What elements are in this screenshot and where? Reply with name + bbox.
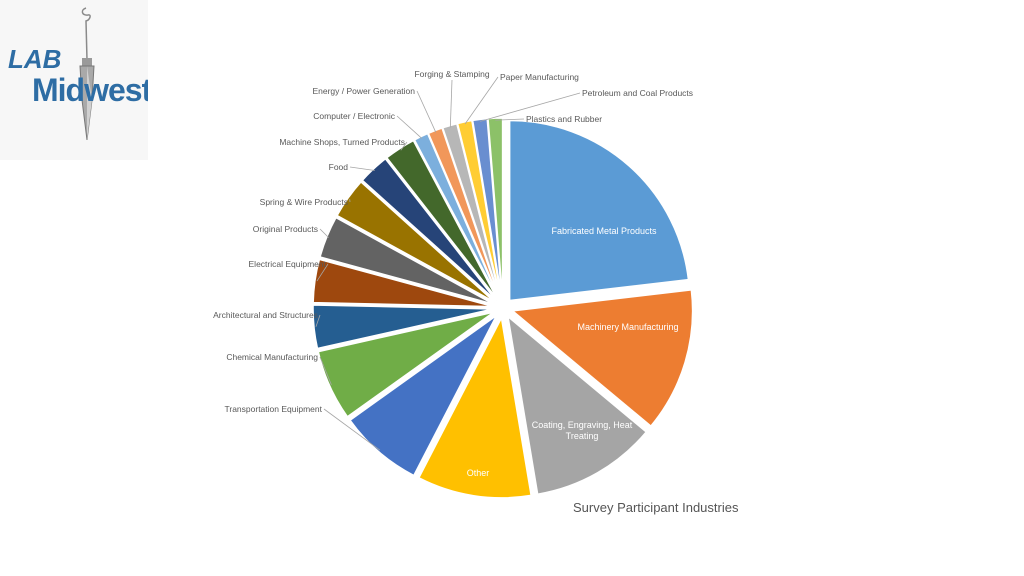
pie-slice xyxy=(413,132,500,300)
leader-line xyxy=(315,314,321,327)
leader-line xyxy=(464,76,499,125)
slice-label: Transportation Equipment xyxy=(225,404,323,414)
pie-slice xyxy=(456,119,502,299)
lab-midwest-logo: LAB Midwest xyxy=(0,0,148,160)
slice-label: Fabricated Metal Products xyxy=(551,226,657,236)
leader-line xyxy=(480,92,581,122)
pie-slice xyxy=(348,314,498,477)
slice-label: Machine Shops, Turned Products xyxy=(279,137,405,147)
slice-label: Spring & Wire Products xyxy=(260,197,348,207)
leader-line xyxy=(349,166,375,171)
pie-slice xyxy=(487,117,504,299)
pie-slice xyxy=(510,289,694,428)
slice-label: Coating, Engraving, Heat Treating xyxy=(532,420,633,441)
logo-midwest-text: Midwest xyxy=(32,72,148,108)
leader-line xyxy=(449,79,453,128)
slice-label: Food xyxy=(329,162,349,172)
pie-slice xyxy=(508,119,690,302)
pie-slice xyxy=(317,311,495,418)
logo-lab-text: LAB xyxy=(8,44,61,74)
pie-slice xyxy=(441,122,501,299)
pie-slice xyxy=(385,139,499,301)
plumb-bob-icon xyxy=(79,58,95,141)
slice-label: Computer / Electronic xyxy=(313,111,395,121)
pie-slice xyxy=(417,315,533,499)
slice-label: Plastics and Rubber xyxy=(526,114,602,124)
slice-label: Paper Manufacturing xyxy=(500,72,579,82)
pie-slice xyxy=(319,216,495,305)
leader-line xyxy=(319,228,329,238)
slice-label: Other xyxy=(467,468,490,478)
pie-slice xyxy=(312,304,494,350)
pie-slice xyxy=(506,314,648,496)
leader-line xyxy=(316,263,329,282)
slice-label: Electrical Equipment xyxy=(249,259,327,269)
slice-label: Energy / Power Generation xyxy=(312,86,415,96)
pie-slice xyxy=(471,117,503,299)
slice-label: Forging & Stamping xyxy=(414,69,489,79)
slice-label: Original Products xyxy=(253,224,318,234)
pie-slice xyxy=(336,180,496,303)
slice-label: Petroleum and Coal Products xyxy=(582,88,693,98)
leader-line xyxy=(416,90,437,133)
slice-label: Architectural and Structures xyxy=(213,310,318,320)
string-icon xyxy=(81,7,91,61)
slice-label: Machinery Manufacturing xyxy=(577,322,678,332)
leader-line xyxy=(319,356,332,385)
pie-slice xyxy=(361,157,497,302)
leader-line xyxy=(495,118,525,121)
leader-line xyxy=(396,115,423,139)
slice-label: Chemical Manufacturing xyxy=(226,352,318,362)
leader-line xyxy=(400,141,408,151)
leader-line xyxy=(323,408,381,451)
chart-caption: Survey Participant Industries xyxy=(573,500,739,515)
pie-slice xyxy=(312,258,494,308)
